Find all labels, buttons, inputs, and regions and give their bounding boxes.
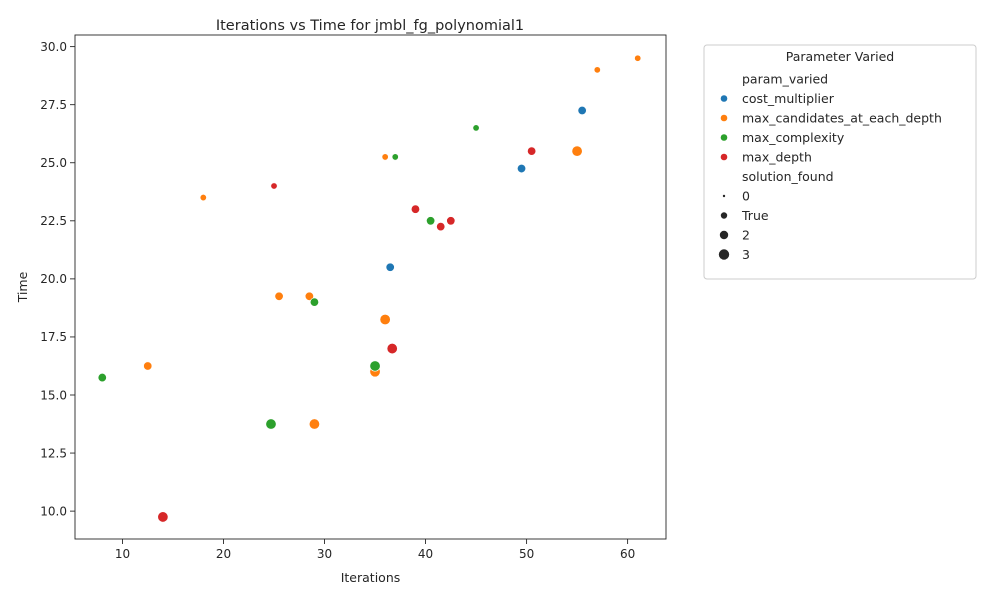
data-point-max_depth <box>386 343 398 355</box>
y-tick-label: 30.0 <box>40 40 67 54</box>
chart-title: Iterations vs Time for jmbl_fg_polynomia… <box>216 18 524 34</box>
data-point-max_candidates_at_each_depth <box>143 361 153 371</box>
legend-items: param_varied cost_multiplier max_candidate… <box>718 71 942 262</box>
data-point-cost_multiplier <box>517 164 527 174</box>
y-tick-label: 25.0 <box>40 156 67 170</box>
y-tick-label: 22.5 <box>40 214 67 228</box>
x-axis-label: Iterations <box>341 570 401 585</box>
y-tick-label: 10.0 <box>40 504 67 518</box>
data-point-max_complexity <box>265 418 277 430</box>
x-tick-label: 10 <box>115 547 130 561</box>
data-point-max_candidates_at_each_depth <box>274 291 284 301</box>
y-axis-label: Time <box>15 271 30 303</box>
legend-size-entry: 3 <box>742 247 750 262</box>
data-point-max_candidates_at_each_depth <box>381 153 389 161</box>
legend-entry-max_complexity: max_complexity <box>742 130 845 145</box>
legend-frame <box>703 44 977 280</box>
x-tick-label: 40 <box>418 547 433 561</box>
data-point-max_candidates_at_each_depth <box>308 418 320 430</box>
data-point-max_candidates_at_each_depth <box>379 314 391 326</box>
data-point-max_candidates_at_each_depth <box>634 54 642 62</box>
legend-size-marker <box>718 249 730 260</box>
x-tick-label: 60 <box>620 547 635 561</box>
data-point-max_depth <box>157 511 169 523</box>
y-axis-ticks: 10.0 12.5 15.0 17.5 20.0 22.5 25.0 27.5 30.0 <box>40 40 75 518</box>
data-point-max_depth <box>527 146 537 156</box>
data-point-max_candidates_at_each_depth <box>304 291 314 301</box>
legend-marker <box>720 134 728 141</box>
legend: Parameter Varied param_varied cost_multip… <box>703 44 977 280</box>
data-point-max_depth <box>446 216 456 226</box>
data-points <box>97 54 642 523</box>
data-point-max_depth <box>270 182 278 190</box>
legend-size-marker <box>720 212 728 219</box>
data-point-cost_multiplier <box>577 105 587 115</box>
data-point-max_complexity <box>426 216 436 226</box>
legend-title: Parameter Varied <box>786 49 894 64</box>
legend-size-entry: True <box>741 208 769 223</box>
legend-size-marker <box>719 230 729 240</box>
data-point-max_complexity <box>97 373 107 383</box>
legend-entry-cost_multiplier: cost_multiplier <box>742 91 835 106</box>
data-point-max_candidates_at_each_depth <box>593 66 601 74</box>
y-tick-label: 15.0 <box>40 388 67 402</box>
data-point-max_complexity <box>309 297 319 307</box>
legend-hue-title: param_varied <box>742 71 828 86</box>
y-tick-label: 27.5 <box>40 98 67 112</box>
legend-marker <box>720 114 728 122</box>
data-point-max_complexity <box>472 124 480 132</box>
legend-size-marker <box>722 194 726 198</box>
x-tick-label: 30 <box>317 547 332 561</box>
legend-entry-max_candidates_at_each_depth: max_candidates_at_each_depth <box>742 110 942 125</box>
y-tick-label: 17.5 <box>40 330 67 344</box>
plot-area: 10 20 30 40 50 60 10.0 12.5 15.0 17.5 20.0 22.5 25.… <box>40 34 667 561</box>
y-tick-label: 12.5 <box>40 446 67 460</box>
data-point-max_depth <box>410 204 420 214</box>
data-point-max_complexity <box>369 360 381 372</box>
legend-size-entry: 0 <box>742 188 750 203</box>
legend-marker <box>720 153 728 161</box>
legend-size-title: solution_found <box>742 169 834 184</box>
axes-frame <box>74 34 667 540</box>
legend-marker <box>720 95 728 102</box>
data-point-max_candidates_at_each_depth <box>571 145 583 157</box>
y-tick-label: 20.0 <box>40 272 67 286</box>
data-point-max_complexity <box>391 153 399 161</box>
data-point-max_candidates_at_each_depth <box>199 194 207 202</box>
x-tick-label: 20 <box>216 547 231 561</box>
x-axis-ticks: 10 20 30 40 50 60 <box>115 539 635 561</box>
data-point-cost_multiplier <box>385 262 395 272</box>
legend-size-entry: 2 <box>742 227 750 242</box>
data-point-max_depth <box>436 222 446 232</box>
x-tick-label: 50 <box>519 547 534 561</box>
legend-entry-max_depth: max_depth <box>742 149 812 164</box>
